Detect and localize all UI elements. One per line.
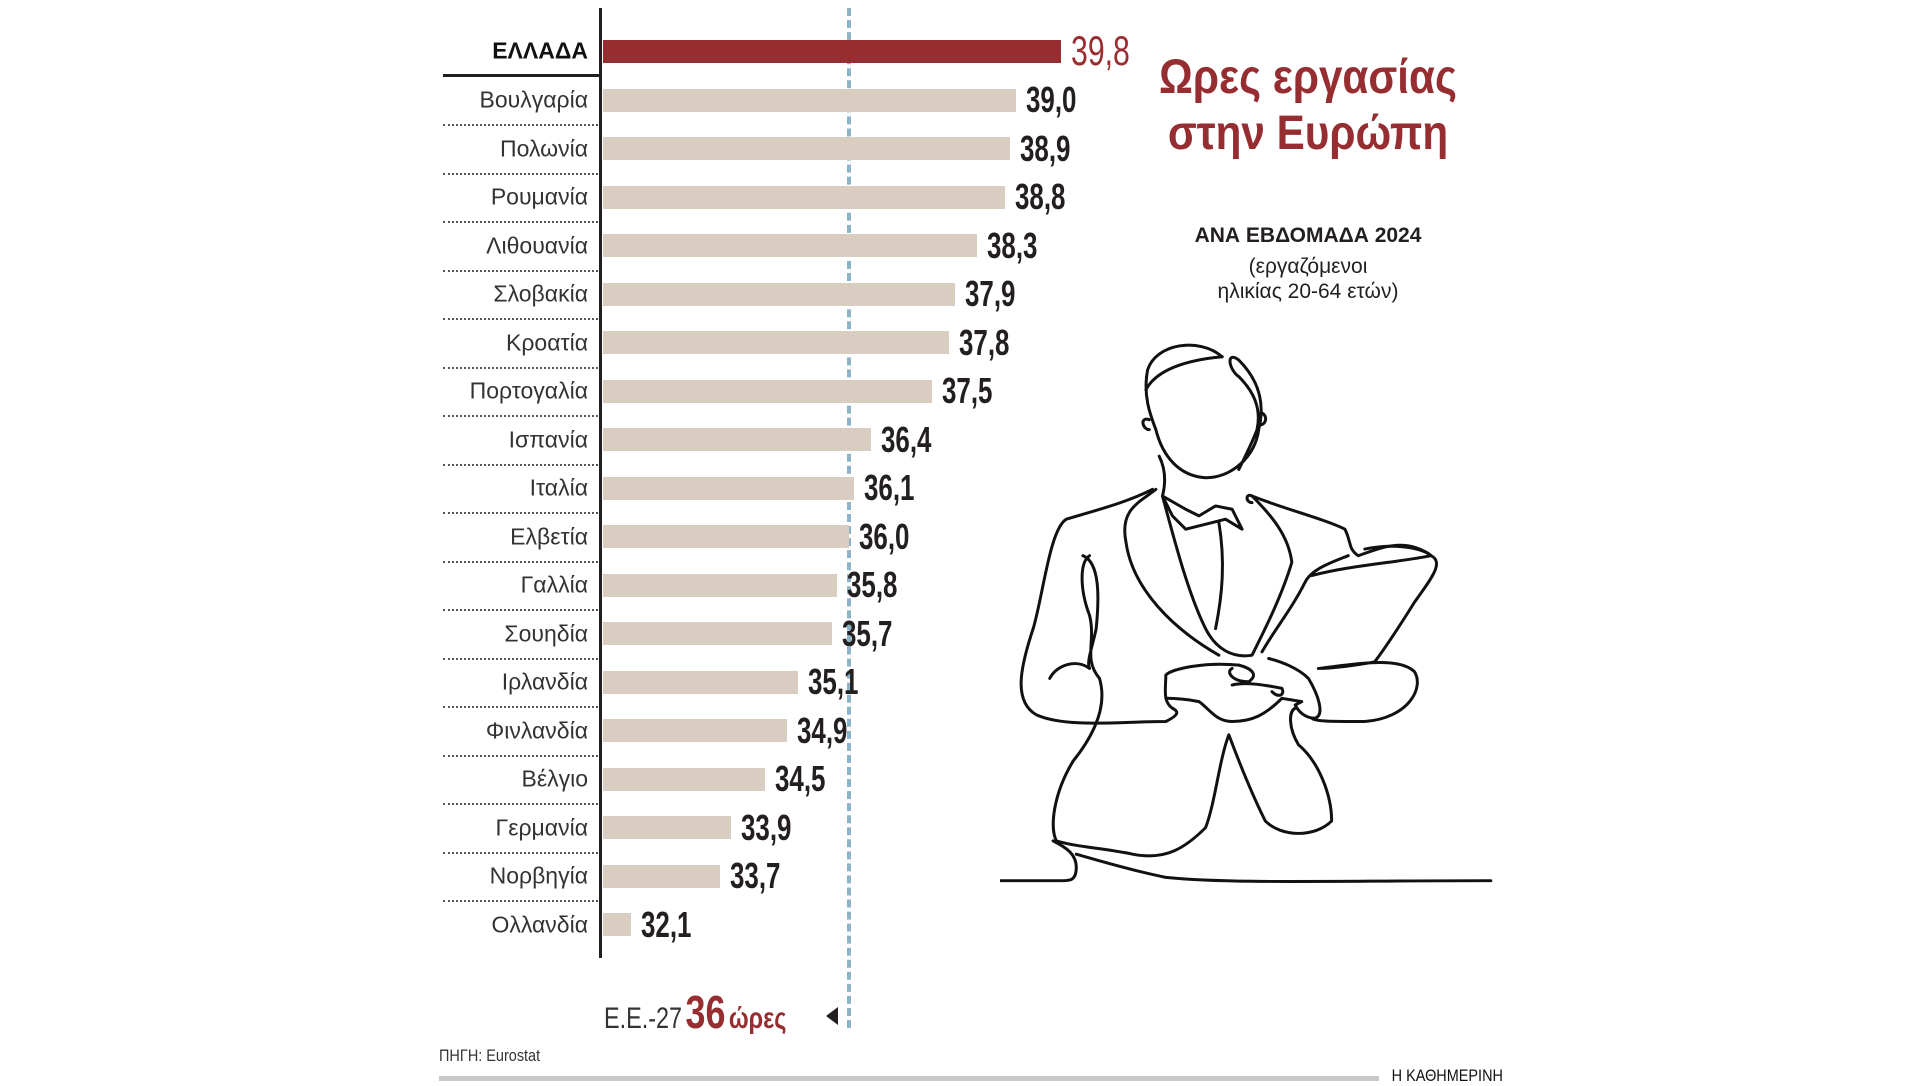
chart-title: Ωρες εργασίας στην Ευρώπη bbox=[1159, 51, 1457, 160]
value-label: 36,0 bbox=[858, 515, 909, 557]
bar bbox=[603, 88, 1016, 112]
bar bbox=[603, 670, 799, 694]
chart-subtitle: ΑΝΑ ΕΒΔΟΜΑΔΑ 2024 bbox=[1194, 224, 1422, 247]
bar bbox=[603, 137, 1011, 160]
brand-label: Η ΚΑΘΗΜΕΡΙΝΗ bbox=[1391, 1066, 1503, 1085]
value-label: 37,9 bbox=[964, 273, 1015, 314]
bar bbox=[603, 282, 955, 306]
value-label: 37,5 bbox=[942, 370, 993, 411]
row-separator bbox=[443, 851, 598, 854]
category-label: Γαλλία bbox=[520, 571, 588, 598]
bar bbox=[603, 476, 855, 500]
value-label: 38,9 bbox=[1020, 127, 1071, 169]
bar bbox=[603, 525, 849, 548]
footer-rule bbox=[439, 1076, 1379, 1081]
eu-average-label: Ε.Ε.-27 36 ώρες bbox=[604, 985, 786, 1039]
bar bbox=[603, 816, 732, 839]
bar bbox=[603, 379, 933, 403]
row-separator bbox=[443, 366, 598, 369]
category-label: ΕΛΛΑΔΑ bbox=[492, 37, 588, 64]
row-separator bbox=[443, 512, 598, 514]
category-label: Ρουμανία bbox=[490, 183, 588, 210]
highlight-underline bbox=[443, 74, 600, 77]
chart-note-2: ηλικίας 20-64 ετών) bbox=[1217, 280, 1399, 303]
row-separator bbox=[443, 803, 598, 805]
value-label: 32,1 bbox=[640, 903, 692, 945]
bar bbox=[603, 767, 765, 791]
value-label: 39,0 bbox=[1025, 79, 1077, 120]
eu-average-reference-line bbox=[846, 8, 851, 1028]
value-label: 35,8 bbox=[847, 564, 898, 605]
category-label: Πορτογαλία bbox=[469, 377, 588, 404]
pointer-arrow-icon bbox=[826, 1007, 838, 1025]
eu-label-prefix: Ε.Ε.-27 bbox=[604, 1002, 683, 1035]
value-label: 35,1 bbox=[808, 661, 859, 702]
source-label: ΠΗΓΗ: Eurostat bbox=[439, 1046, 541, 1065]
category-label: Νορβηγία bbox=[489, 862, 588, 889]
eu-label-value: 36 bbox=[685, 986, 726, 1038]
category-label: Ελβετία bbox=[510, 523, 588, 549]
bar bbox=[603, 428, 871, 451]
bar bbox=[603, 719, 788, 742]
row-separator bbox=[443, 221, 598, 223]
value-label: 34,5 bbox=[774, 758, 826, 799]
businessman-line-drawing bbox=[1000, 343, 1493, 884]
bar-highlight bbox=[603, 39, 1061, 63]
category-label: Λιθουανία bbox=[486, 232, 588, 258]
eu-label-unit: ώρες bbox=[728, 1002, 787, 1035]
row-separator bbox=[443, 706, 598, 708]
bar bbox=[603, 864, 721, 888]
category-label: Σλοβακία bbox=[493, 280, 588, 307]
category-label: Βουλγαρία bbox=[479, 86, 589, 113]
chart-note-1: (εργαζόμενοι bbox=[1248, 255, 1368, 278]
value-label: 38,3 bbox=[986, 224, 1038, 266]
bar bbox=[603, 913, 631, 936]
bar bbox=[603, 331, 949, 354]
row-separator bbox=[443, 900, 598, 902]
value-label: 35,7 bbox=[841, 612, 893, 654]
row-separator bbox=[443, 754, 598, 757]
category-label: Γερμανία bbox=[495, 814, 588, 840]
category-label: Ιρλανδία bbox=[501, 668, 588, 695]
category-label: Πολωνία bbox=[500, 135, 588, 161]
category-label: Ολλανδία bbox=[491, 911, 588, 937]
value-label: 36,4 bbox=[880, 418, 932, 460]
row-separator bbox=[443, 560, 598, 563]
row-separator bbox=[443, 415, 598, 417]
category-label: Ιταλία bbox=[529, 474, 588, 501]
value-label: 36,1 bbox=[864, 467, 915, 508]
value-label: 37,8 bbox=[958, 321, 1010, 363]
bar bbox=[603, 185, 1005, 209]
value-label: 34,9 bbox=[797, 709, 848, 751]
row-separator bbox=[443, 318, 598, 320]
value-label: 33,7 bbox=[730, 855, 781, 896]
row-separator bbox=[443, 463, 598, 466]
row-separator bbox=[443, 269, 598, 272]
category-label: Ισπανία bbox=[508, 426, 588, 452]
row-separator bbox=[443, 172, 598, 175]
value-label: 39,8 bbox=[1070, 27, 1130, 74]
value-label: 38,8 bbox=[1014, 176, 1066, 217]
bar bbox=[603, 573, 838, 597]
row-separator bbox=[443, 609, 598, 611]
bar bbox=[603, 622, 832, 645]
category-label: Φινλανδία bbox=[485, 717, 588, 743]
row-separator bbox=[443, 657, 598, 660]
value-label: 33,9 bbox=[741, 806, 792, 848]
y-axis-line bbox=[599, 8, 602, 958]
category-label: Βέλγιο bbox=[521, 765, 589, 792]
category-label: Σουηδία bbox=[504, 620, 588, 646]
row-separator bbox=[443, 124, 598, 126]
bar bbox=[603, 234, 977, 257]
category-label: Κροατία bbox=[505, 329, 588, 355]
